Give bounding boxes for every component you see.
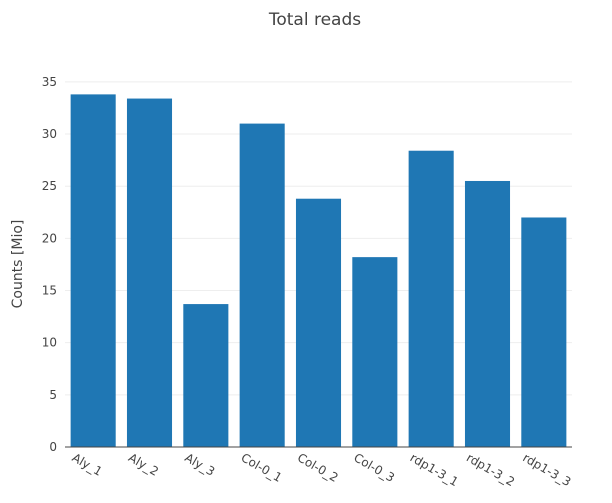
chart-title: Total reads — [268, 10, 361, 30]
y-axis-title: Counts [Mio] — [10, 220, 26, 309]
x-tick-label: rdp1-3_1 — [408, 450, 461, 489]
y-tick-label: 5 — [49, 388, 57, 402]
y-tick-label: 30 — [42, 127, 57, 141]
y-tick-label: 10 — [42, 336, 57, 350]
bar-col-0_1 — [239, 123, 285, 447]
bar-aly_2 — [126, 98, 173, 447]
y-tick-label: 25 — [42, 179, 57, 193]
x-tick-label: Aly_3 — [182, 450, 217, 478]
bar-col-0_2 — [295, 198, 342, 447]
bar-aly_1 — [70, 94, 116, 447]
bars — [70, 94, 567, 448]
x-tick-label: Col-0_3 — [351, 450, 397, 484]
bar-rdp1-3_3 — [521, 217, 567, 447]
y-tick-label: 20 — [42, 231, 57, 245]
bar-rdp1-3_2 — [464, 180, 511, 448]
x-tick-label: Col-0_2 — [295, 450, 341, 484]
bar-aly_3 — [183, 304, 229, 447]
x-tick-labels: Aly_1 Aly_2 Aly_3 Col-0_1 Col-0_2 Col-0_3 rdp1… — [70, 450, 574, 489]
x-tick-label: rdp1-3_2 — [464, 450, 517, 489]
x-tick-label: Aly_2 — [126, 450, 161, 478]
x-tick-label: rdp1-3_3 — [520, 450, 573, 489]
y-tick-label: 35 — [42, 75, 57, 89]
x-tick-label: Aly_1 — [70, 450, 105, 478]
x-tick-label: Col-0_1 — [239, 450, 285, 484]
bar-rdp1-3_1 — [408, 150, 454, 447]
y-tick-label: 15 — [42, 284, 57, 298]
bar-col-0_3 — [352, 257, 398, 447]
y-tick-labels: 0 5 10 15 20 25 30 35 — [42, 75, 57, 454]
y-tick-label: 0 — [49, 440, 57, 454]
